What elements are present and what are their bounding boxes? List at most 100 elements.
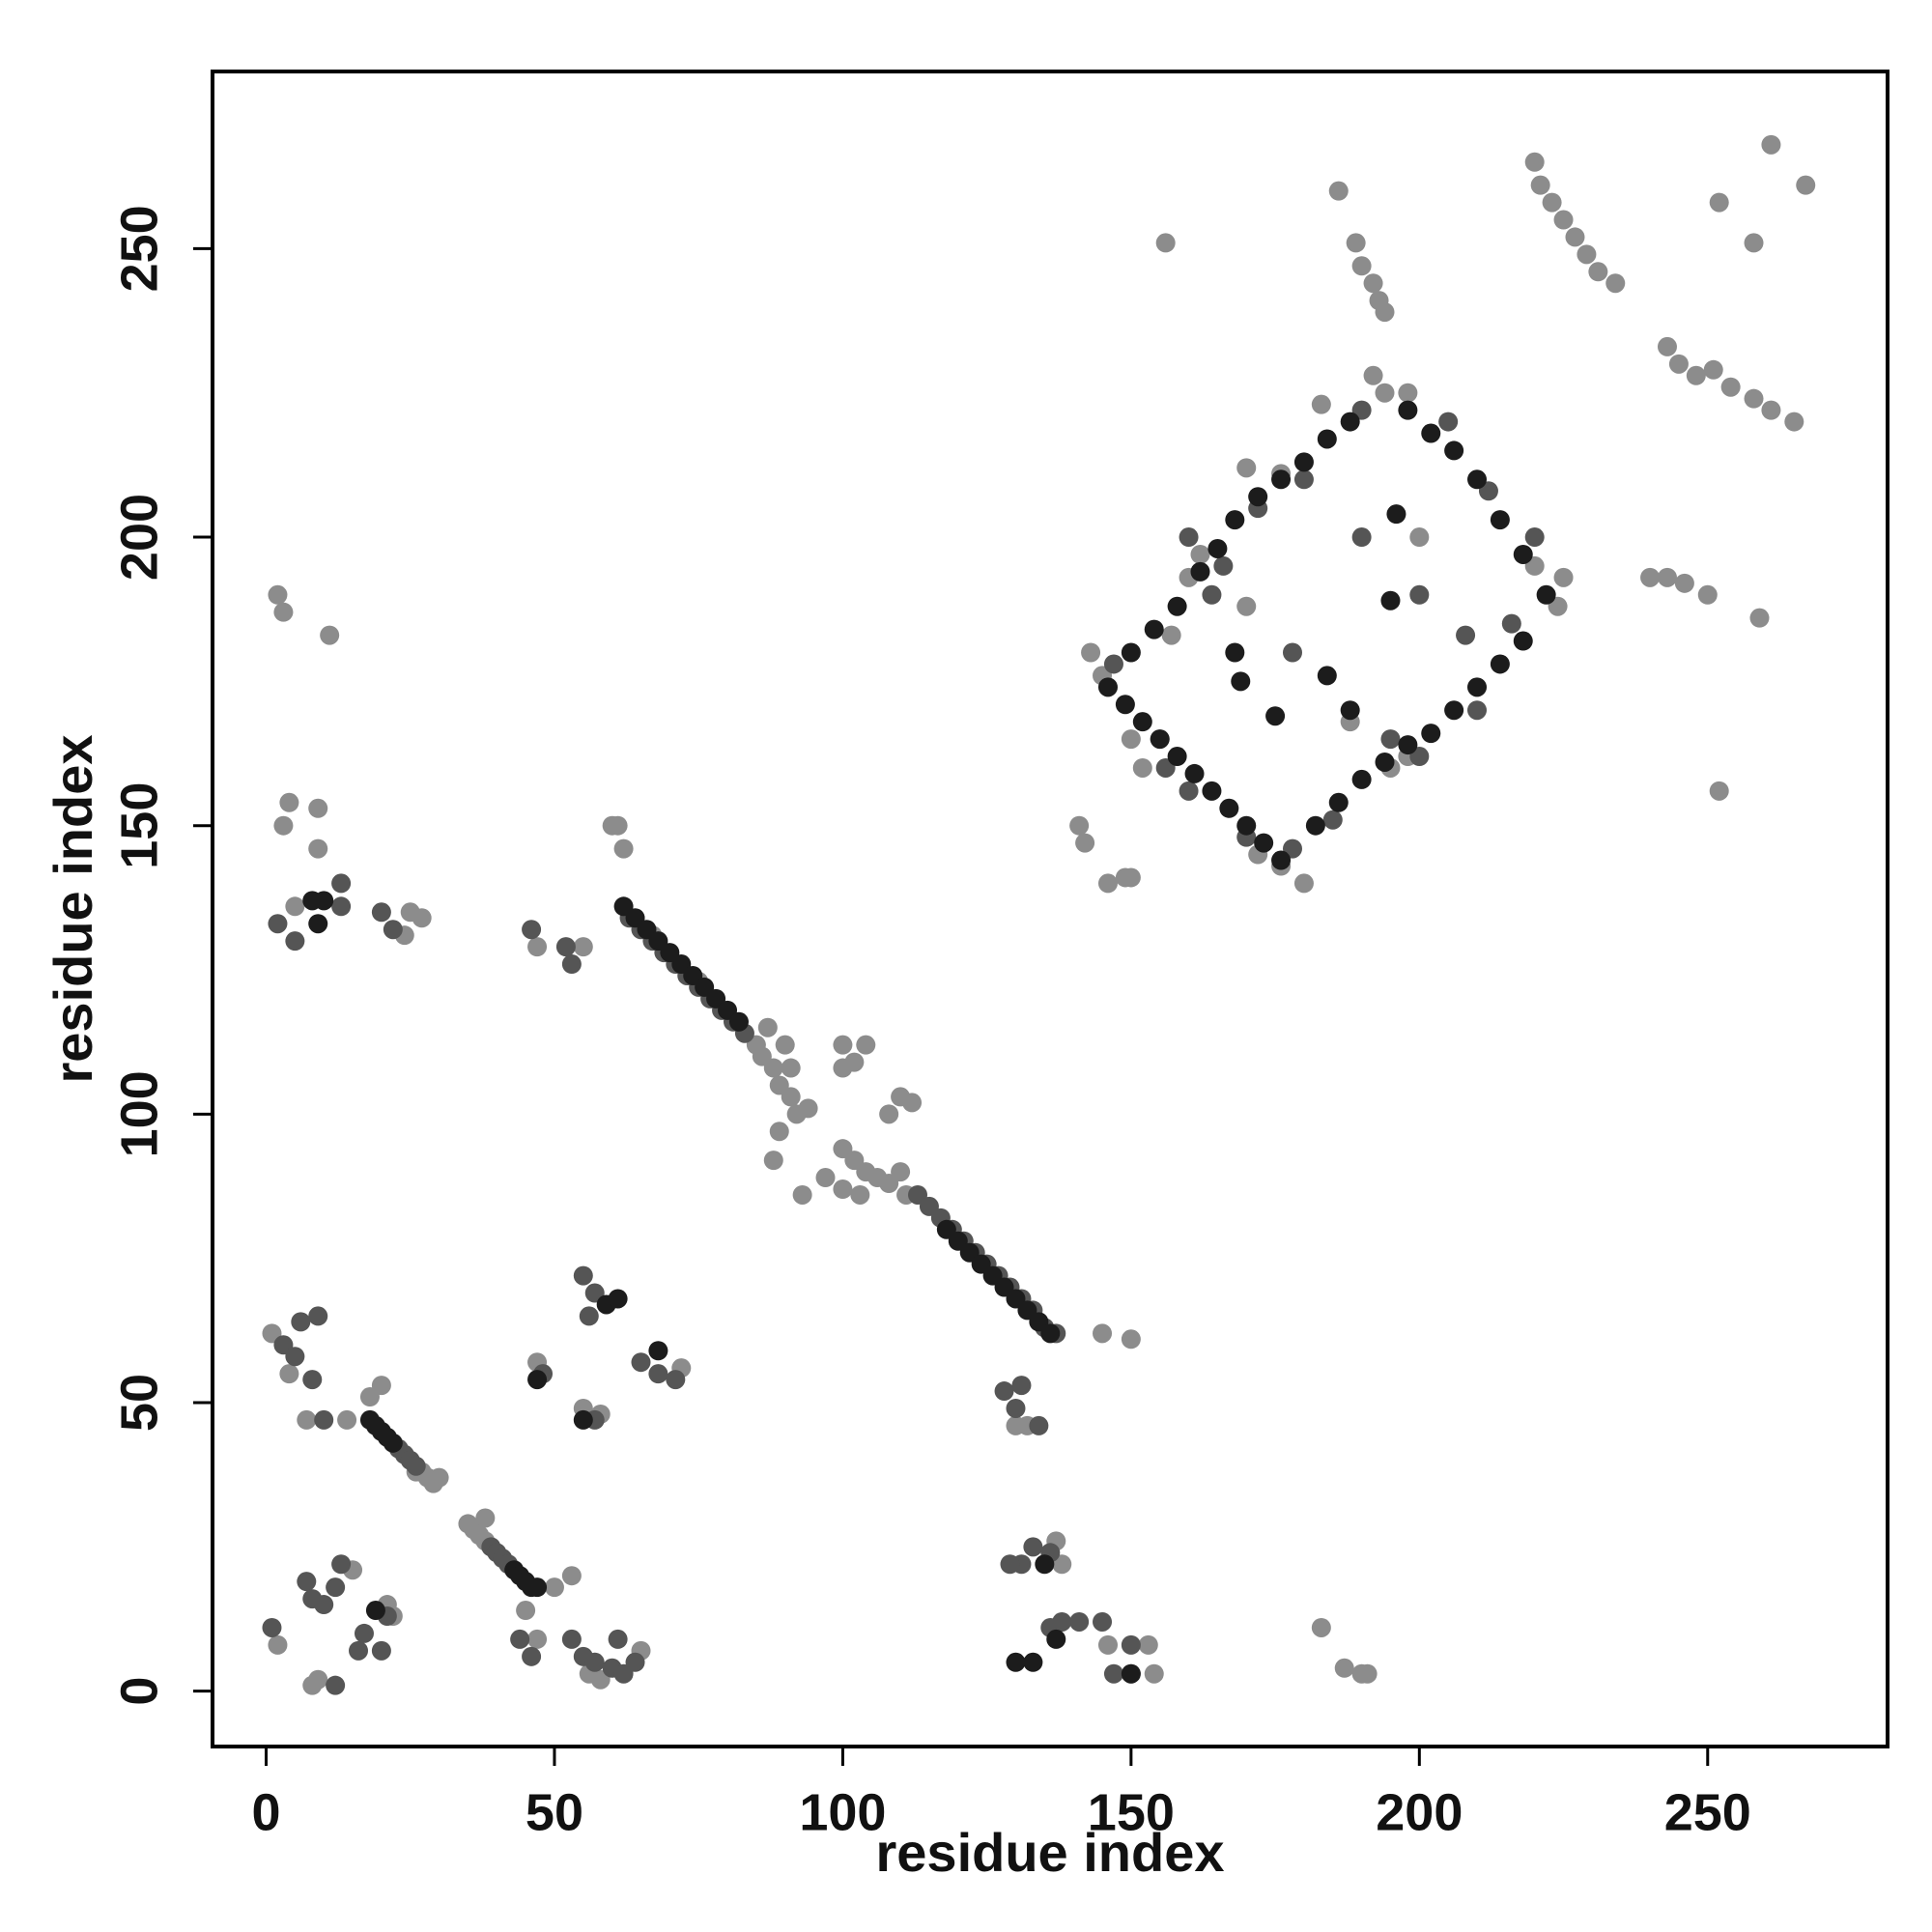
point [1357,1663,1378,1684]
x-tick-label: 200 [1376,1783,1463,1841]
point [331,1554,352,1575]
point [1097,1634,1118,1655]
point [475,1508,496,1528]
point [994,1381,1014,1402]
point [1398,383,1418,403]
point [1132,712,1152,732]
point [1796,175,1816,195]
point [1236,815,1257,836]
point [1121,1329,1141,1350]
point [1328,792,1349,812]
point [527,1629,548,1649]
point [1744,233,1764,253]
point [1150,729,1170,750]
point [1340,412,1360,432]
point [1144,1663,1164,1684]
point [1121,729,1141,750]
point [728,1011,749,1032]
x-tick-label: 250 [1664,1783,1751,1841]
point [349,1640,369,1661]
point [1640,567,1661,587]
point [1179,527,1199,548]
y-tick-label: 250 [110,205,168,292]
point [891,1162,911,1182]
point [1375,383,1395,403]
point [1190,544,1210,564]
point [1657,567,1677,587]
point [1380,729,1401,750]
point [561,1629,582,1649]
point [1513,544,1533,564]
point [1011,1376,1032,1396]
point [1346,233,1366,253]
point [1565,227,1585,247]
point [1138,1634,1158,1655]
point [522,920,542,940]
point [1438,412,1459,432]
point [1225,510,1245,530]
point [573,1265,593,1286]
point [308,798,328,818]
point [1144,619,1164,639]
point [1542,192,1562,213]
point [1749,608,1770,628]
point [648,1341,668,1361]
point [815,1168,836,1188]
point [1046,1629,1066,1649]
point [1202,584,1222,605]
point [1248,487,1268,507]
point [1322,810,1343,830]
point [1121,1663,1141,1684]
point [781,1087,801,1107]
point [561,954,582,975]
point [1254,833,1274,853]
point [1069,1611,1090,1632]
point [1293,873,1314,894]
point [359,1387,380,1407]
point [273,815,294,836]
point [1334,1658,1354,1678]
point [1363,365,1383,385]
point [279,792,299,812]
point [1444,440,1464,461]
point [1709,781,1729,801]
point [510,1629,530,1649]
y-tick-label: 0 [110,1677,168,1706]
point [1553,567,1574,587]
point [579,1306,599,1326]
point [1184,763,1205,783]
point [608,1289,628,1309]
point [1577,244,1597,265]
point [833,1058,853,1078]
point [1409,527,1430,548]
point [1029,1415,1049,1435]
point [1040,1323,1061,1344]
point [1179,781,1199,801]
x-tick-label: 50 [526,1783,583,1841]
point [763,1058,783,1078]
point [273,602,294,622]
point [1271,850,1292,870]
point [1093,1611,1113,1632]
point [354,1623,374,1643]
point [1121,867,1141,888]
point [1103,1663,1123,1684]
point [1293,469,1314,490]
point [308,914,328,934]
point [608,1629,628,1649]
point [879,1104,899,1124]
x-tick-label: 100 [799,1783,886,1841]
point [1167,747,1187,767]
point [1000,1554,1020,1575]
point [1236,458,1257,478]
point [1421,423,1441,443]
point [268,1634,288,1655]
point [1202,781,1222,801]
point [1380,590,1401,611]
point [1006,1398,1026,1418]
point [1097,677,1118,697]
point [291,1312,311,1332]
point [314,1409,334,1430]
point [1530,175,1550,195]
y-tick-label: 150 [110,782,168,869]
